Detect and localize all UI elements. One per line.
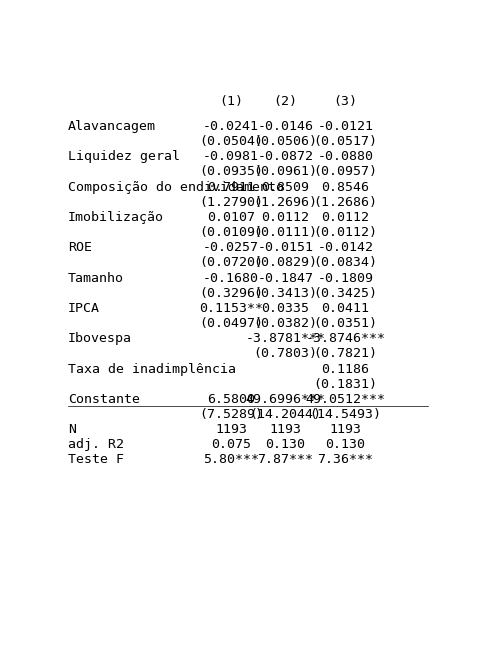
Text: (0.0382): (0.0382) <box>254 317 318 330</box>
Text: (0.0112): (0.0112) <box>314 226 378 239</box>
Text: (0.3425): (0.3425) <box>314 287 378 300</box>
Text: (0.0834): (0.0834) <box>314 256 378 269</box>
Text: (14.2044): (14.2044) <box>250 408 321 421</box>
Text: 0.1153**: 0.1153** <box>199 302 263 315</box>
Text: (1.2696): (1.2696) <box>254 195 318 208</box>
Text: (14.5493): (14.5493) <box>310 408 381 421</box>
Text: -3.8781***: -3.8781*** <box>245 333 326 345</box>
Text: 0.0411: 0.0411 <box>321 302 370 315</box>
Text: Liquidez geral: Liquidez geral <box>68 150 180 163</box>
Text: 49.0512***: 49.0512*** <box>305 393 386 406</box>
Text: 7.36***: 7.36*** <box>318 454 374 466</box>
Text: 0.7911: 0.7911 <box>207 181 255 193</box>
Text: 0.130: 0.130 <box>326 439 365 452</box>
Text: (1.2790): (1.2790) <box>199 195 263 208</box>
Text: (0.7821): (0.7821) <box>314 347 378 360</box>
Text: Alavancagem: Alavancagem <box>68 120 156 133</box>
Text: (0.0504): (0.0504) <box>199 135 263 148</box>
Text: -0.1809: -0.1809 <box>318 272 374 285</box>
Text: 7.87***: 7.87*** <box>257 454 314 466</box>
Text: -3.8746***: -3.8746*** <box>305 333 386 345</box>
Text: 0.0112: 0.0112 <box>261 211 310 224</box>
Text: -0.1847: -0.1847 <box>257 272 314 285</box>
Text: IPCA: IPCA <box>68 302 100 315</box>
Text: 0.8546: 0.8546 <box>321 181 370 193</box>
Text: 5.80***: 5.80*** <box>203 454 259 466</box>
Text: -0.0880: -0.0880 <box>318 150 374 163</box>
Text: N: N <box>68 423 76 436</box>
Text: 0.0107: 0.0107 <box>207 211 255 224</box>
Text: (7.5289): (7.5289) <box>199 408 263 421</box>
Text: 49.6996***: 49.6996*** <box>245 393 326 406</box>
Text: (1.2686): (1.2686) <box>314 195 378 208</box>
Text: 0.8509: 0.8509 <box>261 181 310 193</box>
Text: (0.0109): (0.0109) <box>199 226 263 239</box>
Text: (0.0720): (0.0720) <box>199 256 263 269</box>
Text: Constante: Constante <box>68 393 140 406</box>
Text: Taxa de inadimplência: Taxa de inadimplência <box>68 363 236 376</box>
Text: -0.0151: -0.0151 <box>257 241 314 254</box>
Text: Imobilização: Imobilização <box>68 211 164 224</box>
Text: ROE: ROE <box>68 241 92 254</box>
Text: -0.0121: -0.0121 <box>318 120 374 133</box>
Text: (0.0935): (0.0935) <box>199 165 263 179</box>
Text: 0.0112: 0.0112 <box>321 211 370 224</box>
Text: (0.1831): (0.1831) <box>314 378 378 391</box>
Text: adj. R2: adj. R2 <box>68 439 124 452</box>
Text: 0.0335: 0.0335 <box>261 302 310 315</box>
Text: Ibovespa: Ibovespa <box>68 333 132 345</box>
Text: (0.0351): (0.0351) <box>314 317 378 330</box>
Text: 0.1186: 0.1186 <box>321 363 370 376</box>
Text: -0.0981: -0.0981 <box>203 150 259 163</box>
Text: 0.130: 0.130 <box>266 439 305 452</box>
Text: -0.0257: -0.0257 <box>203 241 259 254</box>
Text: -0.0146: -0.0146 <box>257 120 314 133</box>
Text: 1193: 1193 <box>270 423 302 436</box>
Text: (1): (1) <box>219 95 243 108</box>
Text: Teste F: Teste F <box>68 454 124 466</box>
Text: -0.0142: -0.0142 <box>318 241 374 254</box>
Text: (0.7803): (0.7803) <box>254 347 318 360</box>
Text: (0.0497): (0.0497) <box>199 317 263 330</box>
Text: -0.0241: -0.0241 <box>203 120 259 133</box>
Text: (0.0961): (0.0961) <box>254 165 318 179</box>
Text: (0.0517): (0.0517) <box>314 135 378 148</box>
Text: (0.3413): (0.3413) <box>254 287 318 300</box>
Text: (2): (2) <box>273 95 298 108</box>
Text: (0.0111): (0.0111) <box>254 226 318 239</box>
Text: 6.5800: 6.5800 <box>207 393 255 406</box>
Text: 1193: 1193 <box>330 423 362 436</box>
Text: (0.0829): (0.0829) <box>254 256 318 269</box>
Text: Tamanho: Tamanho <box>68 272 124 285</box>
Text: -0.1680: -0.1680 <box>203 272 259 285</box>
Text: (0.0957): (0.0957) <box>314 165 378 179</box>
Text: Composição do endividamento: Composição do endividamento <box>68 181 284 193</box>
Text: (0.3296): (0.3296) <box>199 287 263 300</box>
Text: 0.075: 0.075 <box>211 439 251 452</box>
Text: (0.0506): (0.0506) <box>254 135 318 148</box>
Text: (3): (3) <box>333 95 358 108</box>
Text: 1193: 1193 <box>215 423 247 436</box>
Text: -0.0872: -0.0872 <box>257 150 314 163</box>
